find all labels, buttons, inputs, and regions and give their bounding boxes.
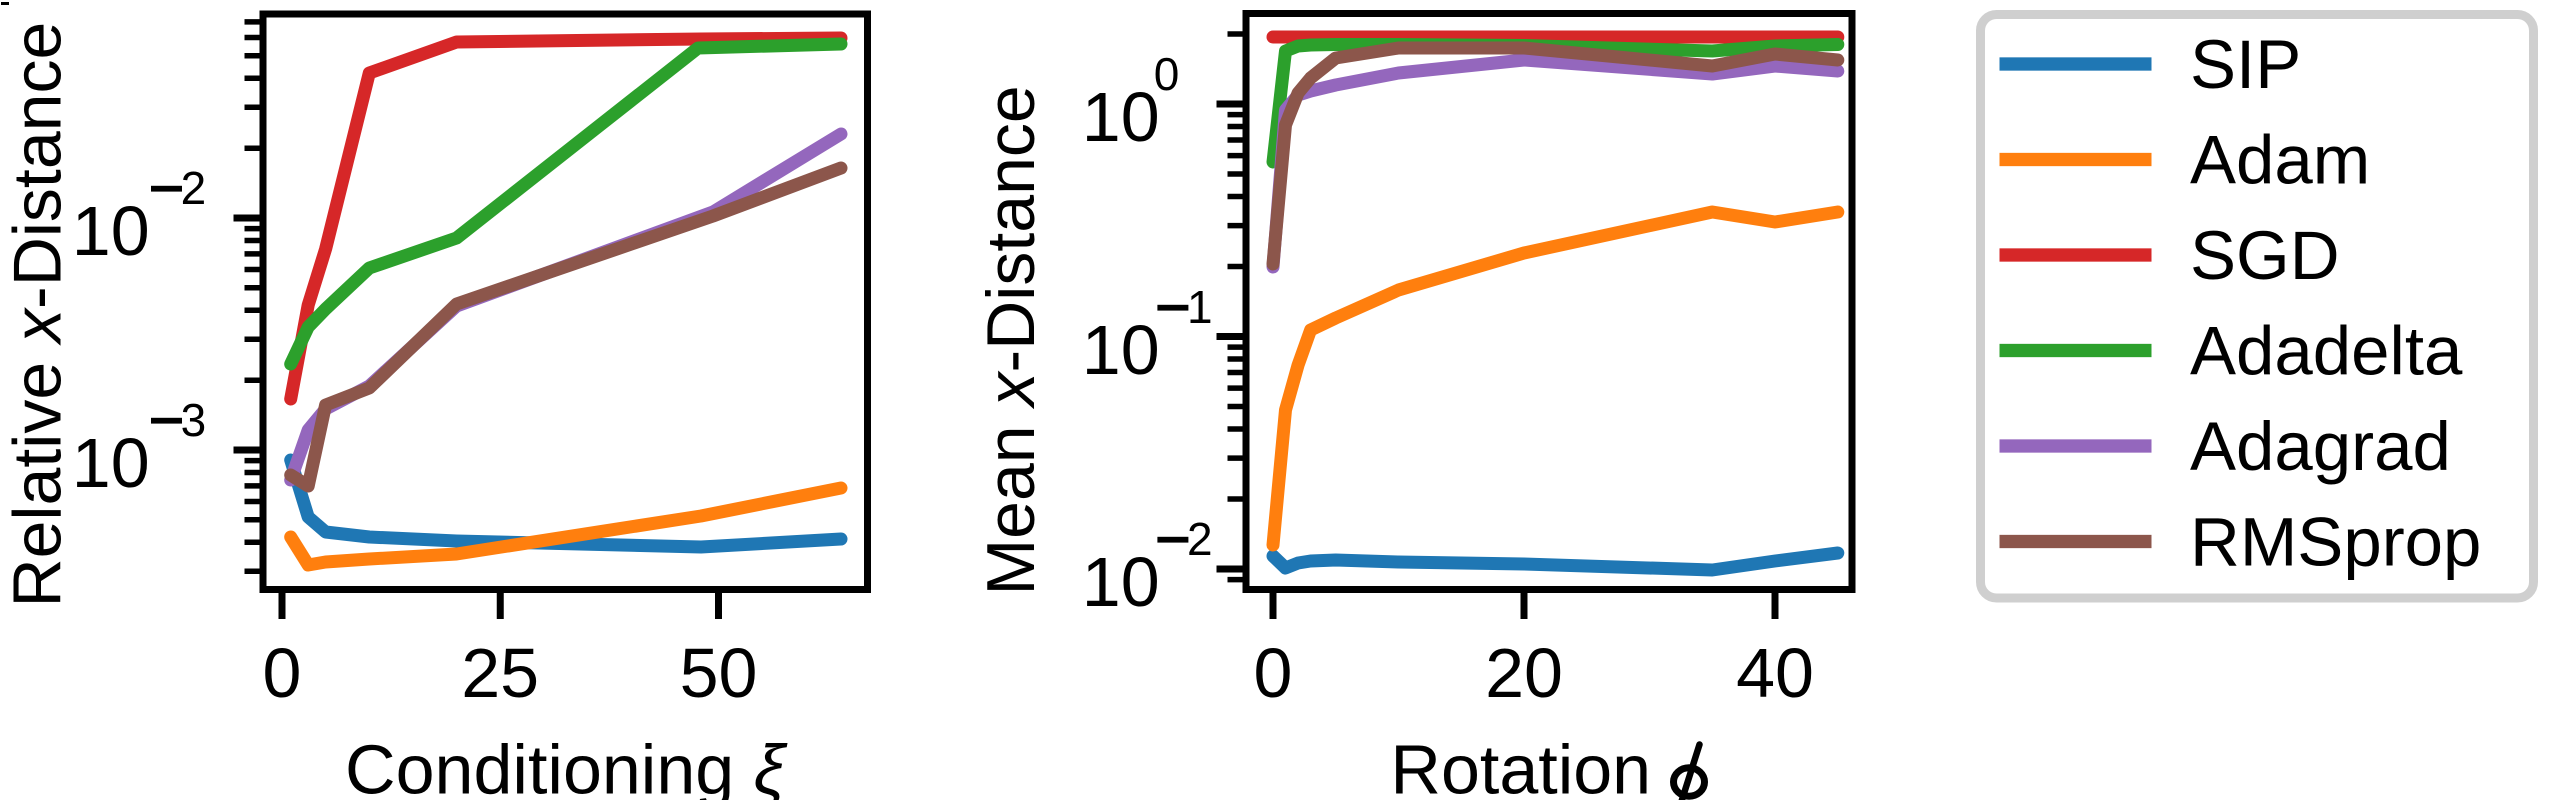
svg-text:Conditioning ξ: Conditioning ξ (345, 730, 788, 800)
svg-text:10: 10 (72, 192, 150, 270)
svg-text:10: 10 (72, 424, 150, 502)
svg-text:0: 0 (263, 634, 302, 712)
svg-text:Adagrad: Adagrad (2190, 408, 2451, 485)
svg-text:Rotation: Rotation (1390, 730, 1651, 800)
svg-text:Adam: Adam (2190, 122, 2370, 199)
svg-text:SIP: SIP (2190, 26, 2301, 103)
svg-text:50: 50 (680, 634, 758, 712)
svg-text:2: 2 (1187, 513, 1213, 565)
svg-text:Adadelta: Adadelta (2190, 313, 2463, 390)
svg-text:20: 20 (1485, 634, 1563, 712)
svg-text:10: 10 (1082, 78, 1160, 156)
svg-text:2: 2 (181, 162, 207, 214)
svg-text:40: 40 (1736, 634, 1814, 712)
svg-text:25: 25 (461, 634, 539, 712)
svg-text:10: 10 (1082, 543, 1160, 621)
svg-text:1: 1 (1187, 281, 1213, 333)
svg-text:3: 3 (181, 394, 207, 446)
svg-text:Relative x-Distance: Relative x-Distance (0, 22, 76, 608)
svg-text:SGD: SGD (2190, 217, 2340, 294)
svg-text:RMSprop: RMSprop (2190, 504, 2481, 581)
svg-text:10: 10 (1082, 311, 1160, 389)
svg-text:0: 0 (1154, 48, 1180, 100)
svg-text:Mean x-Distance: Mean x-Distance (973, 85, 1049, 595)
svg-text:0: 0 (1254, 634, 1293, 712)
